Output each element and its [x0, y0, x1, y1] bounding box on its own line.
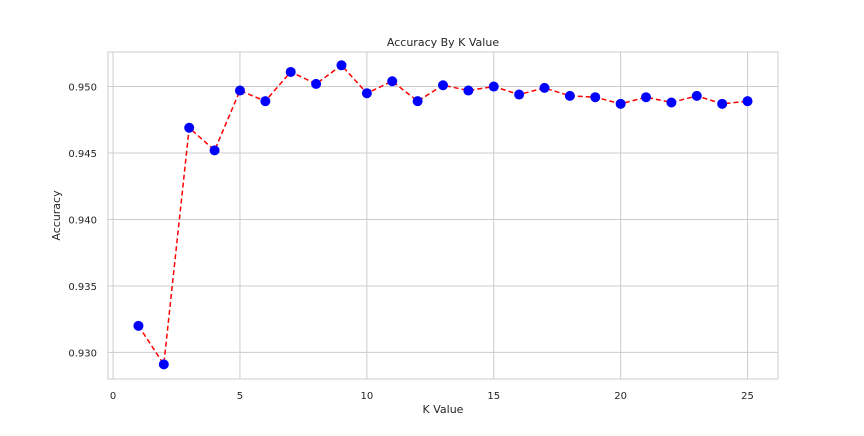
x-axis-label: K Value [423, 403, 464, 416]
x-tick-label: 5 [237, 391, 243, 402]
data-point [158, 359, 169, 370]
x-tick-label: 15 [487, 391, 500, 402]
x-tick-label: 20 [614, 391, 627, 402]
data-point [234, 85, 245, 96]
data-point [564, 90, 575, 101]
series-line [137, 64, 748, 367]
data-point [666, 97, 677, 108]
y-tick-labels: 0.930 0.935 0.940 0.945 0.950 [68, 83, 97, 360]
data-point [717, 98, 728, 109]
plot-frame [107, 51, 779, 380]
y-tick-label: 0.945 [68, 149, 97, 160]
x-tick-labels: 0 5 10 15 20 25 [110, 391, 754, 402]
data-point [412, 96, 423, 107]
data-point [590, 92, 601, 103]
data-point [209, 145, 220, 156]
x-tick-label: 25 [741, 391, 754, 402]
y-tick-label: 0.930 [68, 348, 97, 359]
data-point [641, 92, 652, 103]
data-point [133, 320, 144, 331]
data-point [539, 82, 550, 93]
data-point [742, 96, 753, 107]
data-point [463, 85, 474, 96]
y-tick-label: 0.950 [68, 83, 97, 94]
series-accuracy [133, 60, 753, 370]
grid [108, 52, 778, 379]
y-tick-label: 0.935 [68, 282, 97, 293]
data-point [285, 66, 296, 77]
x-tick-label: 0 [110, 391, 116, 402]
data-point [361, 88, 372, 99]
chart-title: Accuracy By K Value [387, 36, 499, 49]
y-axis-label: Accuracy [50, 190, 63, 241]
data-point [438, 80, 448, 91]
x-tick-label: 10 [360, 391, 373, 402]
data-point [311, 78, 322, 89]
data-point [387, 76, 398, 87]
data-point [691, 90, 702, 101]
data-point [514, 89, 525, 100]
data-point [336, 60, 347, 71]
data-point [260, 96, 271, 107]
y-tick-label: 0.940 [68, 215, 97, 226]
data-point [184, 122, 195, 133]
data-point [615, 98, 626, 109]
data-point [488, 81, 499, 92]
